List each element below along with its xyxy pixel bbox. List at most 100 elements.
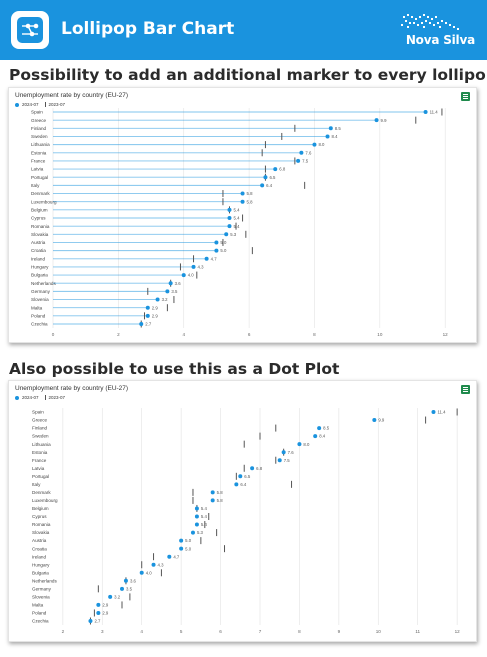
data-label: 5.0: [220, 240, 227, 245]
x-tick-label: 6: [219, 629, 222, 634]
category-label: Spain: [31, 110, 43, 115]
category-label: France: [32, 458, 47, 463]
lollipop-dot: [165, 289, 170, 294]
previous-year-marker: [144, 312, 146, 320]
previous-year-marker: [242, 214, 244, 222]
focus-mode-icon[interactable]: [461, 92, 470, 101]
lollipop-dot: [194, 506, 199, 511]
lollipop-dot: [250, 466, 255, 471]
previous-year-marker: [291, 480, 293, 488]
category-label: Belgium: [32, 506, 49, 511]
previous-year-marker: [261, 149, 263, 157]
previous-year-marker: [97, 585, 99, 593]
data-label: 3.6: [175, 281, 182, 286]
lollipop-dot: [151, 562, 156, 567]
legend-bar-icon: [44, 102, 46, 107]
lollipop-dot: [328, 126, 333, 131]
category-label: Cyprus: [32, 514, 47, 519]
category-label: Portugal: [32, 474, 49, 479]
lollipop-dot: [96, 610, 101, 615]
data-label: 5.8: [217, 498, 224, 503]
chart-legend: 2024-07 2023-07: [15, 395, 65, 400]
data-label: 5.0: [185, 538, 192, 543]
data-label: 5.4: [233, 207, 240, 212]
category-label: Estonia: [32, 450, 48, 455]
lollipop-dot: [139, 570, 144, 575]
graph-nodes-icon[interactable]: [11, 11, 49, 49]
category-label: Estonia: [31, 150, 47, 155]
category-label: Greece: [31, 118, 47, 123]
category-label: Portugal: [31, 175, 48, 180]
lollipop-dot: [227, 216, 232, 220]
previous-year-marker: [235, 472, 237, 480]
legend-label-current: 2024-07: [22, 102, 39, 107]
category-label: Luxembourg: [31, 199, 57, 204]
previous-year-marker: [204, 521, 206, 529]
x-tick-label: 10: [376, 629, 382, 634]
lollipop-dot: [372, 418, 377, 423]
data-label: 5.8: [247, 199, 254, 204]
data-label: 6.4: [240, 482, 247, 487]
dot-plot-card[interactable]: Unemployment rate by country (EU-27) 202…: [8, 380, 477, 642]
previous-year-marker: [153, 553, 155, 561]
x-tick-label: 5: [180, 629, 183, 634]
category-label: Romania: [32, 522, 51, 527]
lollipop-plot: 0 2 4 6 8 10 12 Spain 11.4 Greece 9.9 Finland 8.5 Swe…: [31, 108, 449, 337]
previous-year-marker: [281, 132, 283, 140]
previous-year-marker: [264, 165, 266, 173]
previous-year-marker: [179, 263, 181, 271]
lollipop-chart-card[interactable]: Unemployment rate by country (EU-27) 202…: [8, 87, 477, 343]
previous-year-marker: [441, 108, 443, 116]
lollipop-dot: [168, 281, 173, 286]
previous-year-marker: [243, 464, 245, 472]
lollipop-dot: [299, 150, 304, 155]
section-title-lollipop: Possibility to add an additional marker …: [9, 66, 487, 84]
data-label: 4.0: [146, 570, 153, 575]
legend-label-previous: 2023-07: [48, 395, 66, 400]
lollipop-dot: [240, 191, 245, 196]
lollipop-dot: [145, 305, 150, 310]
category-label: Slovenia: [32, 594, 50, 599]
category-label: Bulgaria: [31, 273, 48, 278]
previous-year-marker: [166, 304, 168, 312]
category-label: Hungary: [32, 562, 50, 567]
lollipop-dot: [260, 183, 265, 188]
previous-year-marker: [93, 609, 95, 617]
data-label: 8.4: [319, 434, 326, 439]
category-label: Malta: [32, 603, 44, 608]
previous-year-marker: [200, 537, 202, 545]
data-label: 4.7: [173, 554, 180, 559]
lollipop-dot: [194, 514, 199, 519]
data-label: 9.9: [381, 118, 388, 123]
legend-dot-icon: [15, 102, 19, 107]
chart-title: Unemployment rate by country (EU-27): [15, 385, 129, 392]
data-label: 3.5: [171, 289, 178, 294]
category-label: Hungary: [31, 265, 49, 270]
data-label: 7.5: [284, 458, 291, 463]
lollipop-dot: [155, 297, 160, 302]
data-label: 3.5: [126, 586, 133, 591]
data-label: 6.5: [269, 175, 276, 180]
lollipop-dot: [191, 264, 196, 269]
x-tick-label: 4: [182, 332, 185, 337]
data-label: 5.4: [201, 514, 208, 519]
x-tick-label: 12: [443, 332, 449, 337]
category-label: Poland: [32, 611, 47, 616]
lollipop-dot: [227, 207, 232, 212]
x-tick-label: 11: [415, 629, 420, 634]
x-tick-label: 9: [338, 629, 341, 634]
previous-year-marker: [294, 157, 296, 165]
focus-mode-icon[interactable]: [461, 385, 470, 394]
category-label: Netherlands: [32, 578, 57, 583]
previous-year-marker: [121, 601, 123, 609]
category-label: Italy: [31, 183, 40, 188]
x-tick-label: 8: [313, 332, 316, 337]
lollipop-dot: [431, 410, 436, 414]
data-label: 5.4: [201, 522, 208, 527]
dot-plot: 2 3 4 5 6 7 8 9 10 11 12 Spain 11.4 Greece 9.9 Finland 8…: [32, 408, 460, 634]
lollipop-dot: [374, 118, 379, 123]
lollipop-dot: [88, 619, 93, 623]
previous-year-marker: [415, 116, 417, 124]
data-label: 5.0: [220, 248, 227, 253]
x-tick-label: 0: [52, 332, 55, 337]
